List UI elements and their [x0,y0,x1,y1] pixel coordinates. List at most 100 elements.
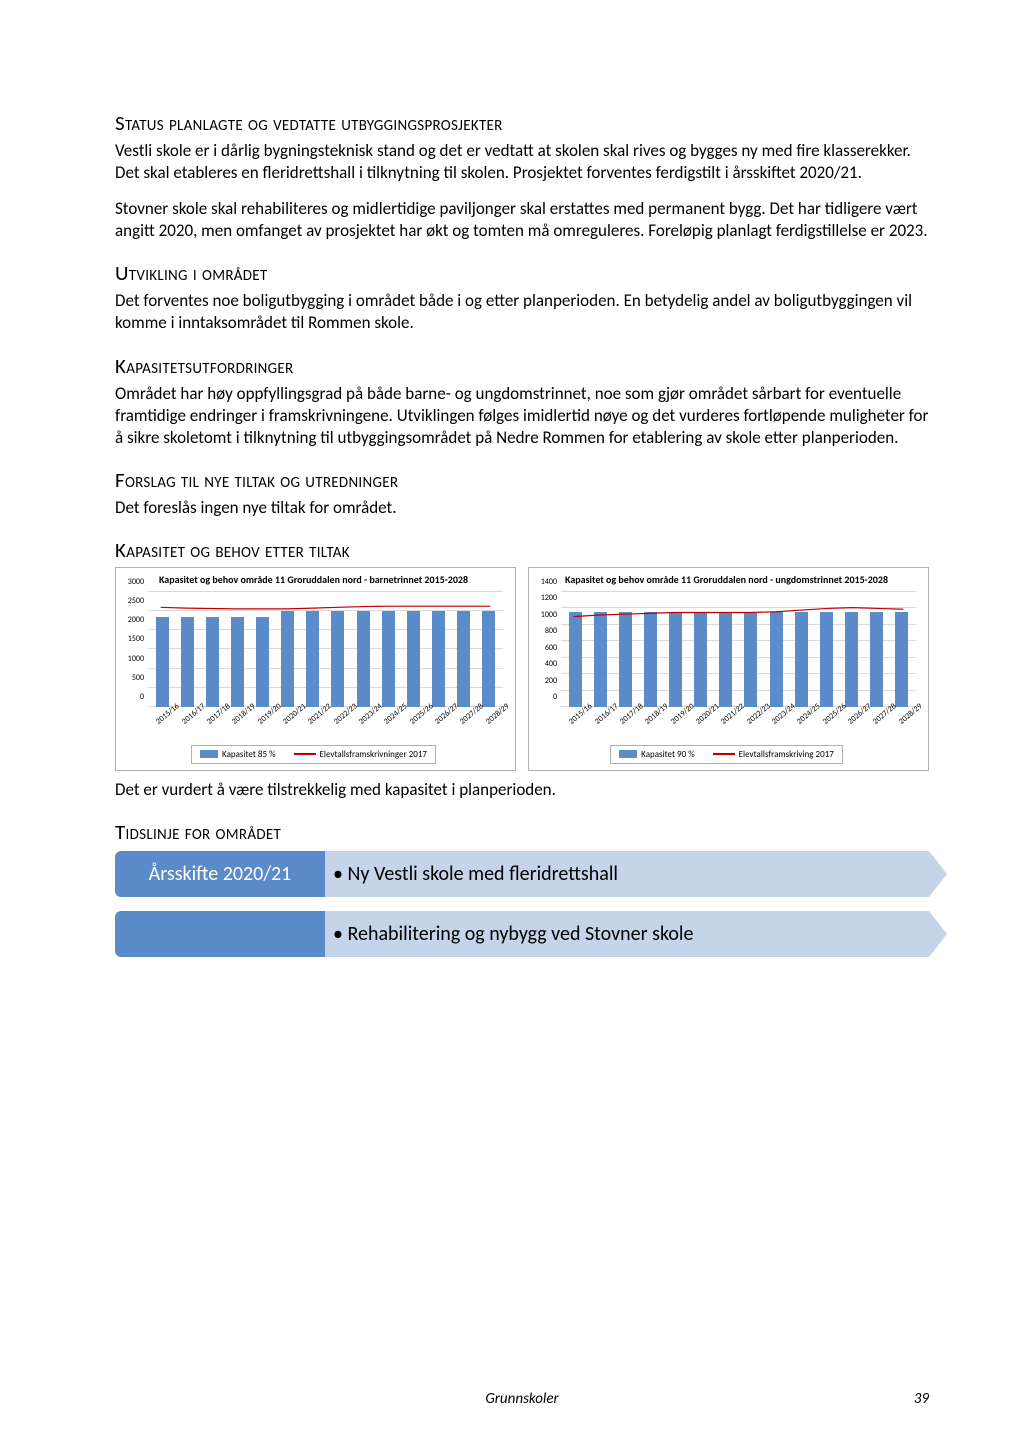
x-tick: 2024/25 [382,711,411,742]
bar [644,612,657,707]
chart-title: Kapasitet og behov område 11 Groruddalen… [120,574,507,586]
x-tick: 2027/28 [871,711,900,742]
timeline: Årsskifte 2020/21• Ny Vestli skole med f… [115,851,929,957]
paragraph: Det foreslås ingen nye tiltak for område… [115,497,929,519]
chart-legend: Kapasitet 85 % Elevtallsframskrivninger 2… [191,745,436,764]
chart-legend: Kapasitet 90 % Elevtallsframskriving 2017 [610,745,843,764]
heading-tidslinje: Tidslinje for området [115,819,929,845]
legend-label: Elevtallsframskrivninger 2017 [320,749,427,760]
timeline-row: • Rehabilitering og nybygg ved Stovner s… [115,911,929,957]
legend-item-line: Elevtallsframskriving 2017 [713,749,834,760]
y-tick: 2000 [128,615,144,625]
y-tick: 1400 [541,577,557,587]
x-tick: 2020/21 [281,711,310,742]
legend-swatch-icon [294,753,316,755]
legend-swatch-icon [713,753,735,755]
y-tick: 0 [140,692,144,702]
bar [744,612,757,707]
x-tick: 2025/26 [408,711,437,742]
y-tick: 400 [545,659,557,669]
x-tick: 2016/17 [180,711,209,742]
legend-item-bar: Kapasitet 85 % [200,749,275,760]
x-tick: 2026/27 [433,711,462,742]
heading-forslag: Forslag til nye tiltak og utredninger [115,467,929,493]
x-tick: 2021/22 [719,711,748,742]
bar [281,611,294,707]
bar [820,612,833,707]
heading-kapasitet: Kapasitetsutfordringer [115,353,929,379]
x-tick: 2019/20 [669,711,698,742]
chart-caption: Det er vurdert å være tilstrekkelig med … [115,779,929,801]
bar [845,612,858,707]
x-tick: 2018/19 [230,711,259,742]
x-tick: 2028/29 [897,711,926,742]
section-kapbehov: Kapasitet og behov etter tiltak Kapasite… [115,537,929,801]
x-tick: 2028/29 [484,711,513,742]
charts-row: Kapasitet og behov område 11 Groruddalen… [115,567,929,771]
x-tick: 2015/16 [567,711,596,742]
chart-ungdomstrinnet: Kapasitet og behov område 11 Groruddalen… [528,567,929,771]
y-axis: 050010001500200025003000 [120,592,146,707]
y-axis: 0200400600800100012001400 [533,592,559,707]
bar [432,611,445,707]
heading-utvikling: Utvikling i området [115,260,929,286]
paragraph: Området har høy oppfyllingsgrad på både … [115,383,929,449]
x-tick: 2016/17 [593,711,622,742]
bar [457,611,470,707]
chart-plot-area: 0200400600800100012001400 [561,592,916,707]
x-tick: 2027/28 [458,711,487,742]
document-page: Status planlagte og vedtatte utbyggingsp… [0,0,1024,1448]
bar [719,612,732,707]
x-tick: 2024/25 [795,711,824,742]
page-footer: Grunnskoler 39 [115,1390,929,1408]
paragraph: Det forventes noe boligutbygging i områd… [115,290,929,334]
x-tick: 2017/18 [618,711,647,742]
timeline-row: Årsskifte 2020/21• Ny Vestli skole med f… [115,851,929,897]
heading-status: Status planlagte og vedtatte utbyggingsp… [115,110,929,136]
chart-title: Kapasitet og behov område 11 Groruddalen… [533,574,920,586]
x-tick: 2020/21 [694,711,723,742]
bar [669,612,682,707]
bar [594,612,607,707]
paragraph: Stovner skole skal rehabiliteres og midl… [115,198,929,242]
timeline-bar: • Rehabilitering og nybygg ved Stovner s… [323,911,929,957]
bars [561,592,916,707]
bar [156,617,169,707]
legend-label: Elevtallsframskriving 2017 [739,749,834,760]
legend-label: Kapasitet 90 % [641,749,694,760]
x-tick: 2015/16 [154,711,183,742]
bar [206,617,219,707]
y-tick: 1200 [541,593,557,603]
footer-center: Grunnskoler [485,1390,558,1408]
bars [148,592,503,707]
legend-item-line: Elevtallsframskrivninger 2017 [294,749,427,760]
x-axis: 2015/162016/172017/182018/192019/202020/… [148,709,503,739]
x-tick: 2022/23 [745,711,774,742]
bar [331,611,344,707]
bar [770,612,783,707]
bar [895,612,908,707]
bar [619,612,632,707]
legend-swatch-icon [200,750,218,758]
timeline-bar: • Ny Vestli skole med fleridrettshall [323,851,929,897]
x-tick: 2022/23 [332,711,361,742]
bar [569,612,582,707]
x-axis: 2015/162016/172017/182018/192019/202020/… [561,709,916,739]
y-tick: 0 [553,692,557,702]
y-tick: 2500 [128,596,144,606]
paragraph: Vestli skole er i dårlig bygningsteknisk… [115,140,929,184]
x-tick: 2025/26 [821,711,850,742]
x-tick: 2017/18 [205,711,234,742]
legend-swatch-icon [619,750,637,758]
y-tick: 1500 [128,634,144,644]
x-tick: 2018/19 [643,711,672,742]
bar [357,611,370,707]
legend-label: Kapasitet 85 % [222,749,275,760]
section-kapasitet: Kapasitetsutfordringer Området har høy o… [115,353,929,449]
section-forslag: Forslag til nye tiltak og utredninger De… [115,467,929,519]
bar [482,611,495,707]
x-tick: 2023/24 [770,711,799,742]
bar [694,612,707,707]
bar [407,611,420,707]
y-tick: 1000 [128,654,144,664]
